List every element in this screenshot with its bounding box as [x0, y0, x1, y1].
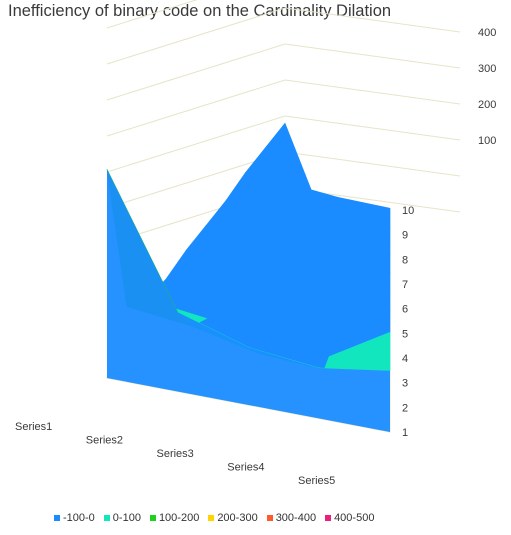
depth-label: 2	[402, 402, 408, 414]
z-tick-label: 100	[478, 135, 496, 147]
depth-label: 3	[402, 378, 408, 390]
legend-swatch	[149, 515, 156, 521]
legend-item: 0-100	[103, 512, 141, 524]
series-label: Series5	[298, 475, 335, 487]
grid-line	[106, 43, 286, 101]
legend-label: 300-400	[275, 512, 317, 524]
legend-label: 0-100	[112, 512, 141, 524]
depth-label: 1	[402, 427, 408, 439]
depth-label: 5	[402, 328, 408, 340]
legend-item: 100-200	[149, 512, 200, 524]
legend-swatch	[54, 515, 60, 521]
grid-line	[284, 7, 461, 33]
grid-line	[106, 7, 286, 65]
legend-swatch	[208, 515, 215, 521]
grid-line	[284, 115, 461, 141]
grid-line	[106, 115, 286, 173]
surface-layer	[106, 122, 391, 432]
label-layer: 100 200 300 400 500 Series1 Series2 Series3 Seri…	[15, 0, 496, 487]
surface-plot: 100 200 300 400 500 Series1 Series2 Series3 Seri…	[15, 0, 496, 487]
grid-line	[284, 151, 461, 177]
legend-label: -100-0	[63, 512, 95, 524]
grid-line	[284, 43, 461, 69]
legend-swatch	[266, 515, 273, 521]
depth-label: 6	[402, 304, 408, 316]
z-tick-label: 200	[478, 99, 496, 111]
depth-label: 8	[402, 254, 408, 266]
legend-label: 200-300	[217, 512, 258, 524]
legend-item: -100-0	[54, 512, 95, 524]
series-label: Series1	[15, 421, 52, 433]
z-tick-label: 400	[478, 27, 496, 39]
grid-line	[106, 0, 198, 29]
grid-line	[284, 79, 461, 105]
series-label: Series3	[157, 448, 194, 460]
legend-label: 100-200	[158, 512, 200, 524]
chart-title: Inefficiency of binary code on the Cardi…	[8, 2, 392, 20]
depth-label: 10	[402, 205, 414, 217]
legend-label: 400-500	[334, 512, 375, 524]
legend-item: 400-500	[325, 512, 374, 524]
surface-front	[107, 169, 390, 432]
z-tick-label: 300	[478, 63, 496, 75]
series-label: Series4	[227, 462, 264, 474]
legend-item: 200-300	[208, 512, 258, 524]
legend-swatch	[103, 515, 110, 521]
grid-line	[106, 79, 286, 137]
surface-patch	[358, 202, 391, 228]
depth-label: 4	[402, 353, 408, 365]
depth-label: 9	[402, 230, 408, 242]
legend: -100-0 0-100 100-200 200-300 300-400 400-500	[54, 512, 374, 524]
legend-item: 300-400	[266, 512, 317, 524]
series-label: Series2	[86, 435, 123, 447]
depth-label: 7	[402, 279, 408, 291]
legend-swatch	[325, 515, 332, 521]
z-tick-label: 500	[478, 0, 496, 3]
